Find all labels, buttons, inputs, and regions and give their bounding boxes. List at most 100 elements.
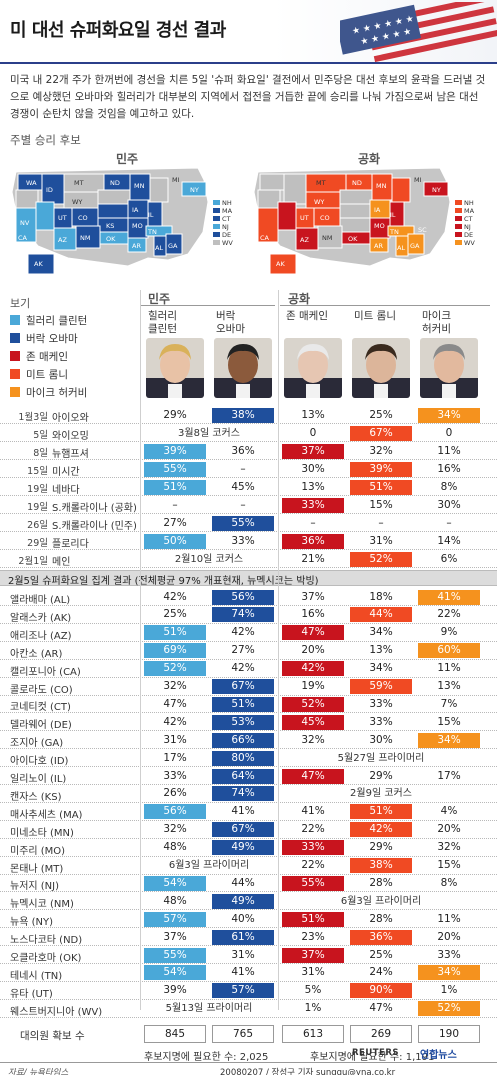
value-cell: 42% xyxy=(163,715,187,728)
value-cell: 11% xyxy=(437,912,461,925)
svg-text:DE: DE xyxy=(222,231,231,239)
candidate-name: 버락 오바마 xyxy=(216,310,278,336)
dem-note: 5월13일 프라이머리 xyxy=(165,1003,253,1015)
candidate-name-line2: 오바마 xyxy=(216,323,245,335)
row-state: 뉴욕 (NY) xyxy=(10,917,53,929)
svg-text:ID: ID xyxy=(46,186,53,194)
value-cell: 13% xyxy=(301,480,325,493)
value-cell: 24% xyxy=(369,966,393,979)
value-cell: 7% xyxy=(440,697,458,710)
legend-item: 힐러리 클린턴 xyxy=(10,311,87,329)
portrait-image xyxy=(284,338,342,398)
value-cell: 4% xyxy=(440,805,458,818)
rep-east-labels: NH MA CT NJ DE WV xyxy=(455,199,475,247)
value-cell: 27% xyxy=(231,644,255,657)
svg-text:CO: CO xyxy=(320,214,330,222)
super_tuesday-row: 매사추세츠 (MA) 56% 41% 41% 51% 4% xyxy=(0,803,497,821)
winner-cell: 60% xyxy=(418,643,480,659)
super_tuesday-row: 캘리포니아 (CA) 52% 42% 42% 34% 11% xyxy=(0,660,497,678)
svg-text:MT: MT xyxy=(74,179,84,187)
winner-cell: 34% xyxy=(418,732,480,748)
svg-text:WV: WV xyxy=(222,239,233,247)
value-cell: 25% xyxy=(369,948,393,961)
winner-cell: 52% xyxy=(418,1001,480,1017)
winner-cell: 51% xyxy=(350,804,412,820)
super_tuesday-row: 일리노이 (IL) 33% 64% 47% 29% 17% xyxy=(0,767,497,785)
row-state: S.캐롤라이나 (공화) xyxy=(52,503,137,514)
value-cell: 26% xyxy=(163,787,187,800)
value-cell: 39% xyxy=(163,984,187,997)
value-cell: 29% xyxy=(163,408,187,421)
row-state: 아이오와 xyxy=(52,413,89,424)
column-divider xyxy=(278,290,279,1010)
svg-text:MN: MN xyxy=(134,182,145,190)
winner-cell: 56% xyxy=(144,804,206,820)
legend-label: 힐러리 클린턴 xyxy=(26,314,88,327)
early_contests-row: 1월3일 아이오와 29% 38% 13% 25% 34% xyxy=(0,406,497,424)
svg-text:UT: UT xyxy=(58,214,67,222)
winner-cell: 74% xyxy=(212,607,274,623)
dem-needed: 후보지명에 필요한 수: 2,025 xyxy=(144,1052,269,1063)
svg-text:WY: WY xyxy=(72,198,82,206)
winner-cell: 39% xyxy=(350,461,412,477)
super_tuesday-row: 캔자스 (KS) 26% 74% 2월9일 코커스 xyxy=(0,785,497,803)
legend-item: 존 매케인 xyxy=(10,347,68,365)
legend-label: 존 매케인 xyxy=(26,350,68,363)
svg-text:NJ: NJ xyxy=(222,223,229,231)
value-cell: 33% xyxy=(369,715,393,728)
winner-cell: 41% xyxy=(418,589,480,605)
winner-cell: 34% xyxy=(418,965,480,981)
value-cell: 22% xyxy=(301,859,325,871)
winner-cell: 55% xyxy=(144,461,206,477)
svg-text:ND: ND xyxy=(352,179,362,187)
winner-cell: 36% xyxy=(350,929,412,945)
delegate-count: 190 xyxy=(418,1025,480,1043)
value-cell: 11% xyxy=(437,444,461,457)
value-cell: 1% xyxy=(304,1002,322,1015)
value-cell: 45% xyxy=(231,480,255,493)
row-state: 캘리포니아 (CA) xyxy=(10,666,81,678)
svg-text:UT: UT xyxy=(300,214,309,222)
winner-cell: 57% xyxy=(212,983,274,999)
winner-cell: 51% xyxy=(282,911,344,927)
us-flag-graphic: ★ ★ ★ ★ ★ ★ ★ ★ ★ ★ ★ xyxy=(340,2,497,62)
legend-swatch xyxy=(10,333,20,343)
value-cell: 32% xyxy=(301,733,325,746)
legend-item: 버락 오바마 xyxy=(10,329,78,347)
row-state: 미주리 (MO) xyxy=(10,845,66,857)
winner-cell: 38% xyxy=(350,858,412,873)
candidate-name-line1: 마이크 xyxy=(422,310,451,322)
value-cell: 42% xyxy=(231,662,255,675)
value-cell: 32% xyxy=(437,841,461,854)
value-cell: 44% xyxy=(231,876,255,889)
svg-text:FL: FL xyxy=(428,252,436,260)
winner-cell: 67% xyxy=(212,822,274,838)
winner-cell: 90% xyxy=(350,983,412,999)
svg-text:NM: NM xyxy=(80,234,90,242)
value-cell: – xyxy=(172,498,178,511)
value-cell: 42% xyxy=(231,626,255,639)
rep-note: 5월27일 프라이머리 xyxy=(337,752,425,764)
early_contests-row: 29일 플로리다 50% 33% 36% 31% 14% xyxy=(0,532,497,550)
value-cell: 0 xyxy=(309,426,317,439)
dem-map-svg: WA MT ND MN ID WY NY IA NV UT CO KS CA A… xyxy=(11,167,233,275)
svg-text:MO: MO xyxy=(132,222,143,230)
winner-cell: 55% xyxy=(212,515,274,531)
page-title: 미 대선 슈퍼화요일 경선 결과 xyxy=(10,20,226,41)
value-cell: 29% xyxy=(369,841,393,854)
dem-map: 민주 WA MT ND MN ID WY NY I xyxy=(8,148,240,278)
value-cell: 34% xyxy=(369,626,393,639)
row-state: 뉴햄프셔 xyxy=(52,449,89,460)
value-cell: 33% xyxy=(369,697,393,710)
winner-cell: 47% xyxy=(282,768,344,784)
super_tuesday-row: 아칸소 (AR) 69% 27% 20% 13% 60% xyxy=(0,642,497,660)
value-cell: 20% xyxy=(437,823,461,836)
dem-note: 2월10일 코커스 xyxy=(174,553,244,565)
svg-text:GA: GA xyxy=(168,242,178,250)
winner-cell: 39% xyxy=(144,443,206,459)
svg-text:AR: AR xyxy=(374,242,383,250)
row-state: 일리노이 (IL) xyxy=(10,774,67,785)
dem-east-labels: NH MA CT NJ DE WV xyxy=(213,199,233,247)
dem-group-line xyxy=(140,305,275,306)
value-cell: 41% xyxy=(231,966,255,979)
